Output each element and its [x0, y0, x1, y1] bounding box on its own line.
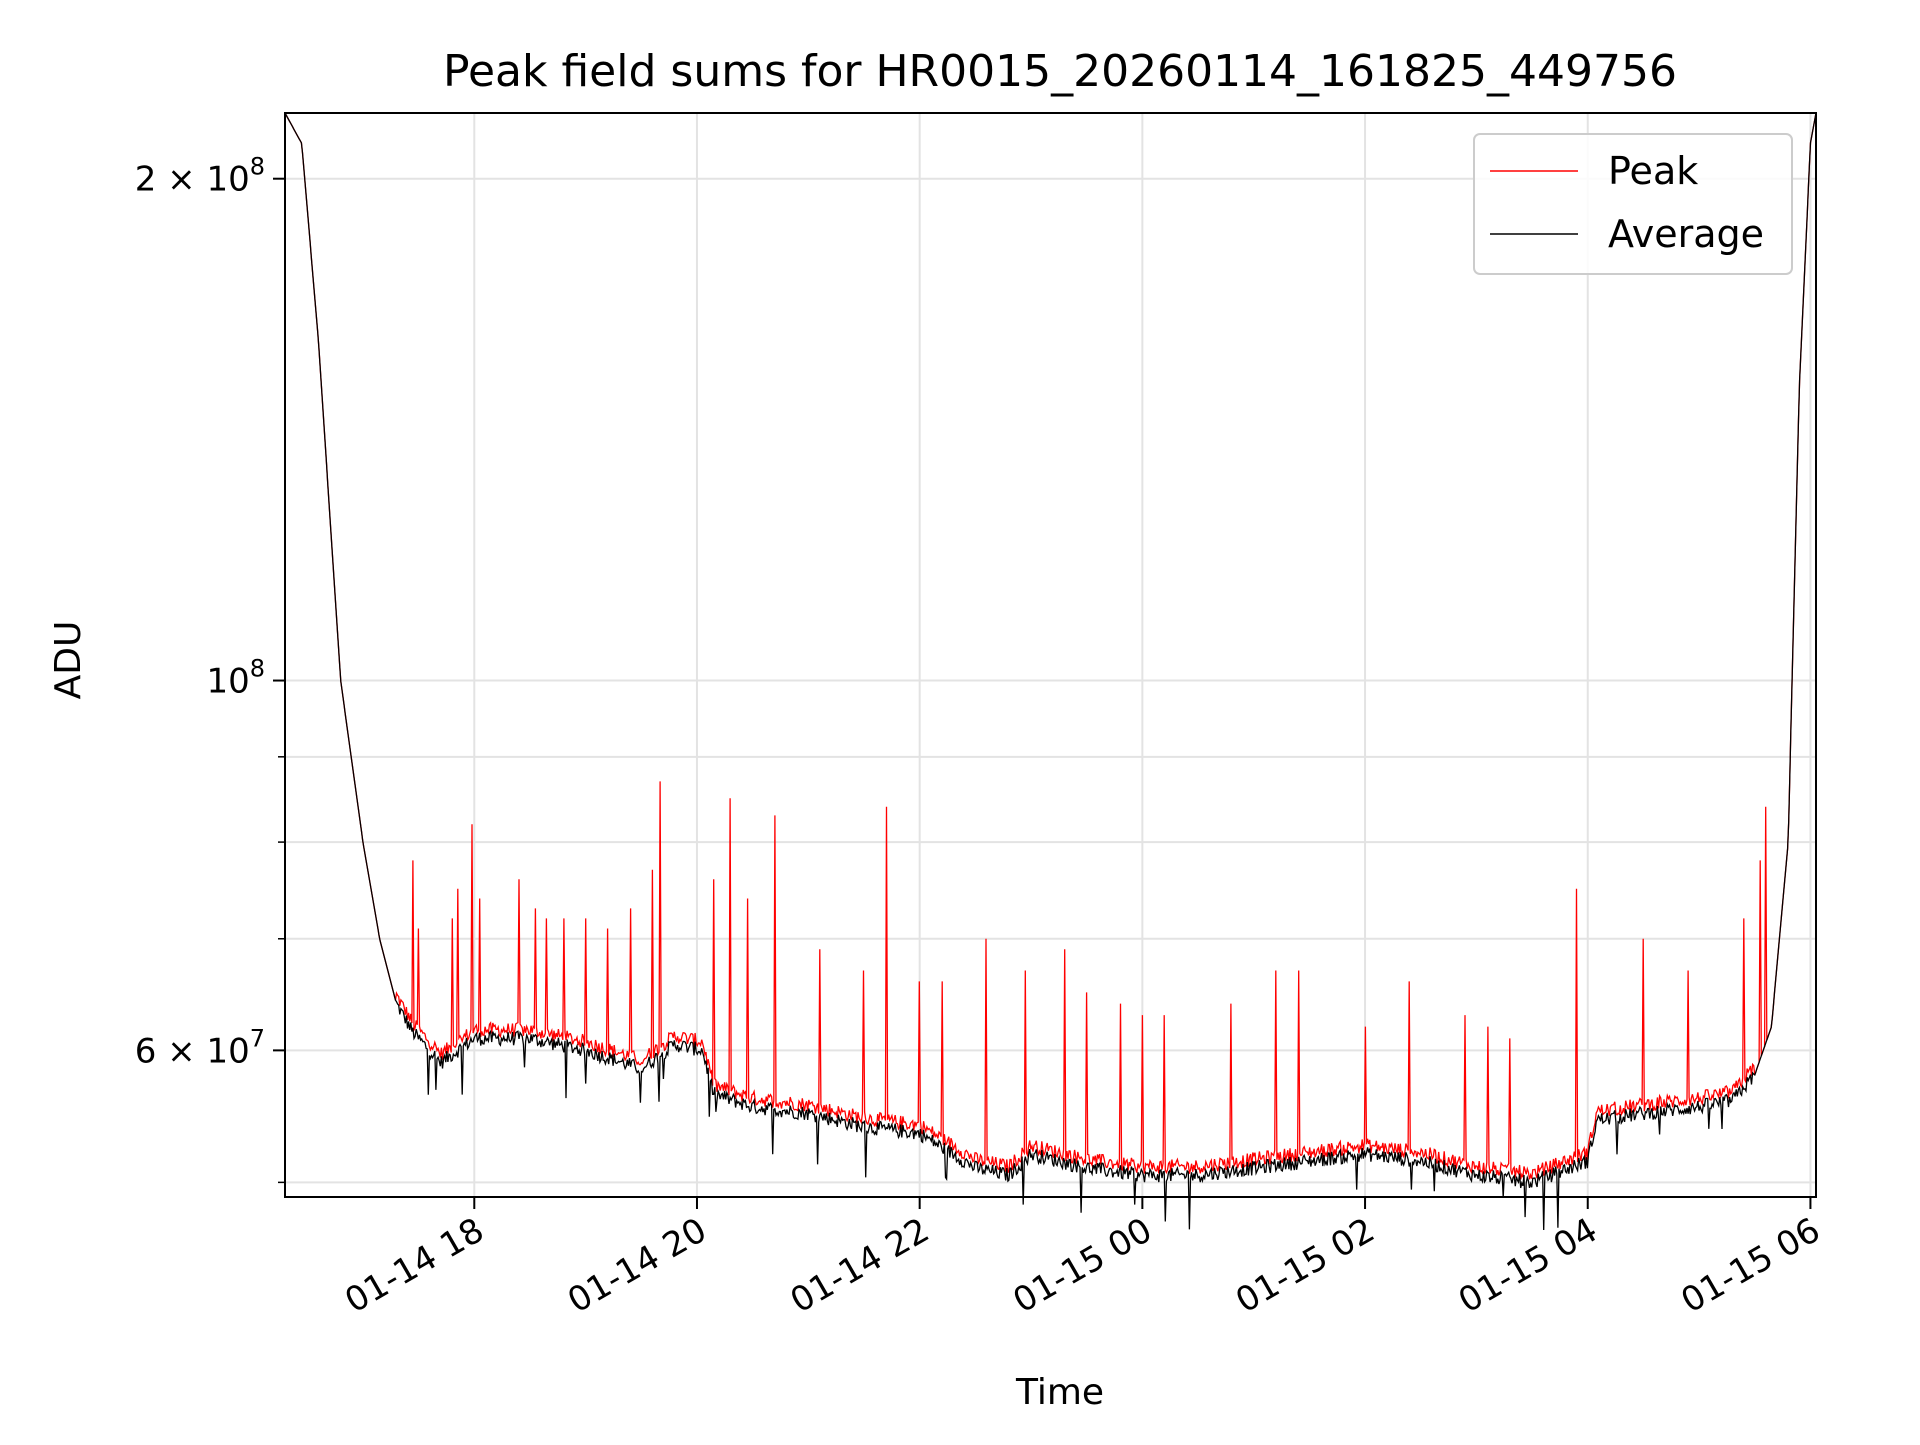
y-axis-label: ADU [48, 621, 89, 700]
y-tick-label-2: 2 × 108 [135, 153, 265, 200]
x-tick-label-5: 01-15 04 [1452, 1210, 1604, 1321]
x-tick-label-1: 01-14 20 [561, 1210, 713, 1321]
legend-label-peak: Peak [1608, 149, 1698, 193]
series-average-line [284, 112, 1817, 1231]
y-tick-label-1: 108 [206, 655, 265, 702]
legend: Peak Average [1473, 133, 1793, 275]
series-layer [284, 112, 1817, 1231]
plot-frame [284, 112, 1817, 1198]
x-tick-label-6: 01-15 06 [1675, 1210, 1827, 1321]
x-tick-label-3: 01-15 00 [1006, 1210, 1158, 1321]
legend-box [1473, 133, 1793, 275]
x-tick-label-4: 01-15 02 [1229, 1210, 1381, 1321]
chart-title: Peak field sums for HR0015_20260114_1618… [443, 46, 1677, 97]
y-tick-label-0: 6 × 107 [135, 1024, 265, 1071]
x-axis-label: Time [1015, 1372, 1104, 1413]
ticks: 01-14 18 01-14 20 01-14 22 01-15 00 01-15 02… [135, 153, 1827, 1322]
x-tick-label-0: 01-14 18 [338, 1210, 490, 1321]
series-peak-line [284, 112, 1817, 1180]
legend-label-average: Average [1608, 212, 1764, 256]
x-tick-label-2: 01-14 22 [784, 1210, 936, 1321]
